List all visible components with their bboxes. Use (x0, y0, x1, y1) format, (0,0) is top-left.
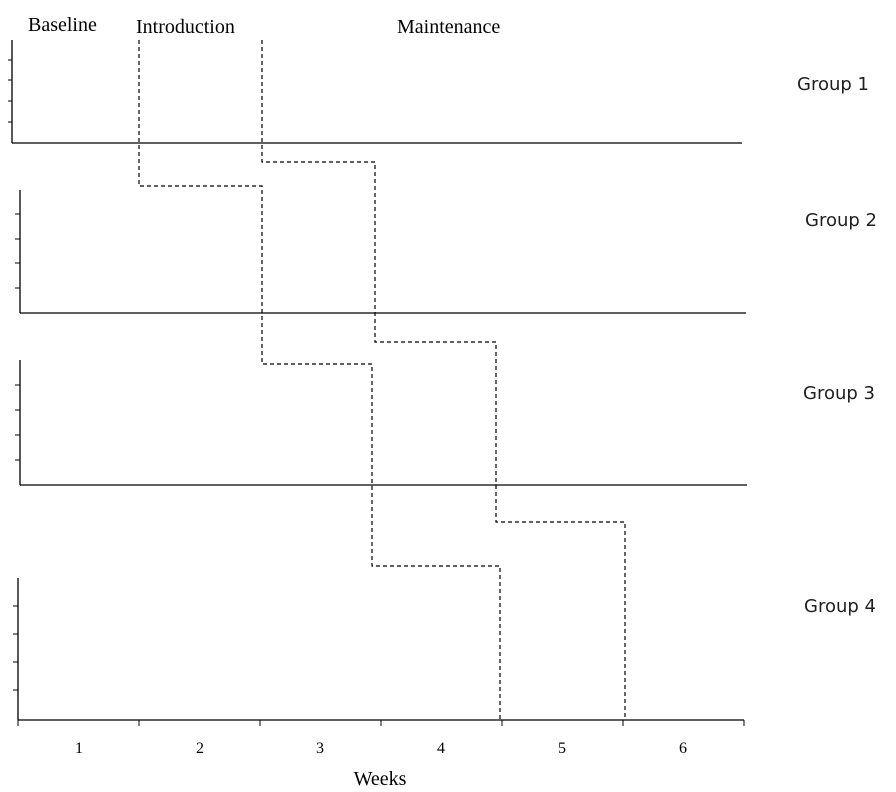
week-tick-label-6: 6 (679, 740, 687, 757)
week-tick-label-2: 2 (196, 740, 204, 757)
phase-label-baseline: Baseline (28, 14, 97, 36)
group-label-2: Group 2 (805, 210, 877, 231)
x-axis-title: Weeks (354, 768, 407, 790)
panel-group-1 (8, 40, 742, 144)
panel-group-4 (13, 578, 745, 726)
phase-label-introduction: Introduction (136, 16, 235, 38)
phase-change-line-introduction-to-maintenance (261, 40, 626, 720)
phase-change-line-baseline-to-introduction (138, 40, 501, 720)
group-label-4: Group 4 (804, 596, 876, 617)
phase-label-maintenance: Maintenance (397, 16, 500, 38)
panel-group-3 (15, 360, 747, 486)
group-label-3: Group 3 (803, 383, 875, 404)
week-tick-label-1: 1 (75, 740, 83, 757)
group-label-1: Group 1 (797, 74, 869, 95)
week-tick-label-3: 3 (316, 740, 324, 757)
week-tick-label-5: 5 (558, 740, 566, 757)
panel-group-2 (15, 190, 746, 314)
week-tick-label-4: 4 (437, 740, 445, 757)
